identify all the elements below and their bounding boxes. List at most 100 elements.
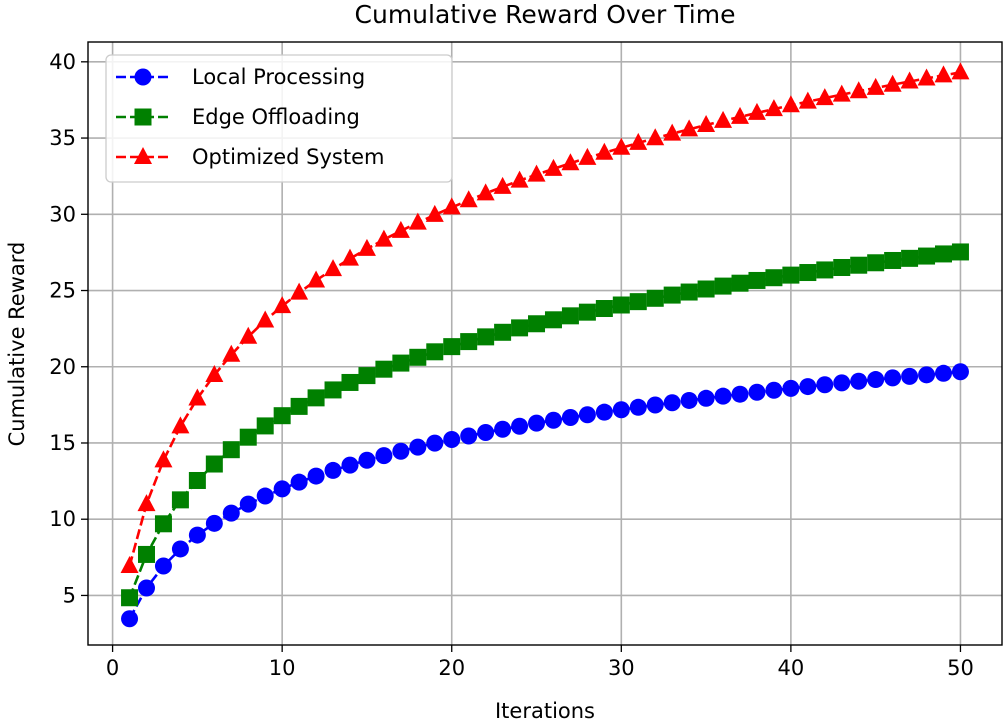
data-point	[528, 414, 546, 432]
data-point	[171, 416, 190, 434]
data-point	[900, 71, 919, 89]
data-point	[866, 77, 885, 95]
data-point	[459, 190, 478, 208]
data-point	[765, 381, 783, 399]
x-tick-label: 0	[106, 656, 119, 680]
data-point	[375, 360, 393, 378]
data-point	[731, 106, 750, 124]
legend-label: Edge Offloading	[192, 105, 360, 129]
data-point	[612, 296, 630, 314]
data-point	[544, 411, 562, 429]
data-point	[561, 153, 580, 171]
data-point	[918, 247, 936, 265]
x-tick-label: 40	[778, 656, 805, 680]
data-point	[188, 388, 207, 406]
data-point	[256, 310, 275, 328]
data-point	[884, 251, 902, 269]
data-point	[409, 348, 427, 366]
data-point	[849, 81, 868, 99]
data-point	[222, 504, 240, 522]
data-point	[443, 338, 461, 356]
legend-item: Edge Offloading	[116, 105, 360, 129]
data-point	[934, 65, 953, 83]
data-point	[205, 514, 223, 532]
data-point	[833, 374, 851, 392]
grid	[88, 42, 1002, 645]
legend-item: Optimized System	[116, 145, 384, 169]
data-point	[138, 545, 156, 563]
data-point	[341, 456, 359, 474]
data-point	[528, 315, 546, 333]
legend-item: Local Processing	[116, 65, 365, 89]
y-tick-label: 30	[49, 202, 76, 226]
data-point	[832, 84, 851, 102]
data-point	[544, 158, 563, 176]
legend-label: Local Processing	[192, 65, 365, 89]
data-point	[392, 442, 410, 460]
series-optimized-system	[120, 62, 970, 574]
data-point	[324, 381, 342, 399]
data-point	[358, 451, 376, 469]
y-tick-label: 5	[63, 583, 76, 607]
data-point	[391, 220, 410, 238]
data-point	[815, 88, 834, 106]
data-point	[951, 243, 969, 261]
data-point	[527, 164, 546, 182]
y-tick-label: 40	[49, 50, 76, 74]
y-tick-label: 15	[49, 431, 76, 455]
data-point	[121, 589, 139, 607]
series-layer	[120, 62, 970, 628]
data-point	[731, 274, 749, 292]
data-point	[612, 401, 630, 419]
data-point	[392, 354, 410, 372]
data-point	[799, 264, 817, 282]
series-local-processing	[121, 363, 969, 628]
data-point	[697, 280, 715, 298]
data-point	[781, 95, 800, 113]
x-tick-label: 20	[438, 656, 465, 680]
legend-marker	[134, 68, 152, 86]
data-point	[765, 269, 783, 287]
data-point	[816, 261, 834, 279]
data-point	[951, 62, 970, 80]
data-point	[443, 430, 461, 448]
data-point	[511, 417, 529, 435]
data-point	[511, 319, 529, 337]
data-point	[442, 197, 461, 215]
data-point	[561, 307, 579, 325]
data-point	[408, 212, 427, 230]
data-point	[951, 363, 969, 381]
data-point	[188, 526, 206, 544]
data-point	[222, 344, 241, 362]
data-point	[426, 343, 444, 361]
data-point	[901, 249, 919, 267]
data-point	[544, 311, 562, 329]
data-point	[578, 303, 596, 321]
data-point	[578, 406, 596, 424]
data-point	[731, 385, 749, 403]
data-point	[867, 254, 885, 272]
plot-frame	[87, 41, 1003, 646]
data-point	[273, 480, 291, 498]
x-axis: 0 10 20 30 40 50	[106, 645, 974, 680]
data-point	[697, 389, 715, 407]
data-point	[680, 283, 698, 301]
data-point	[138, 579, 156, 597]
legend-marker	[134, 147, 152, 164]
data-point	[290, 282, 309, 300]
data-point	[697, 114, 716, 132]
data-point	[714, 387, 732, 405]
data-point	[307, 467, 325, 485]
data-point	[663, 286, 681, 304]
data-point	[154, 557, 172, 575]
x-axis-title: Iterations	[495, 699, 595, 723]
data-point	[748, 271, 766, 289]
y-tick-label: 35	[49, 126, 76, 150]
data-point	[239, 428, 257, 446]
legend-box	[105, 54, 453, 183]
y-tick-label: 20	[49, 355, 76, 379]
data-point	[375, 447, 393, 465]
data-point	[307, 389, 325, 407]
legend-marker	[134, 108, 152, 126]
